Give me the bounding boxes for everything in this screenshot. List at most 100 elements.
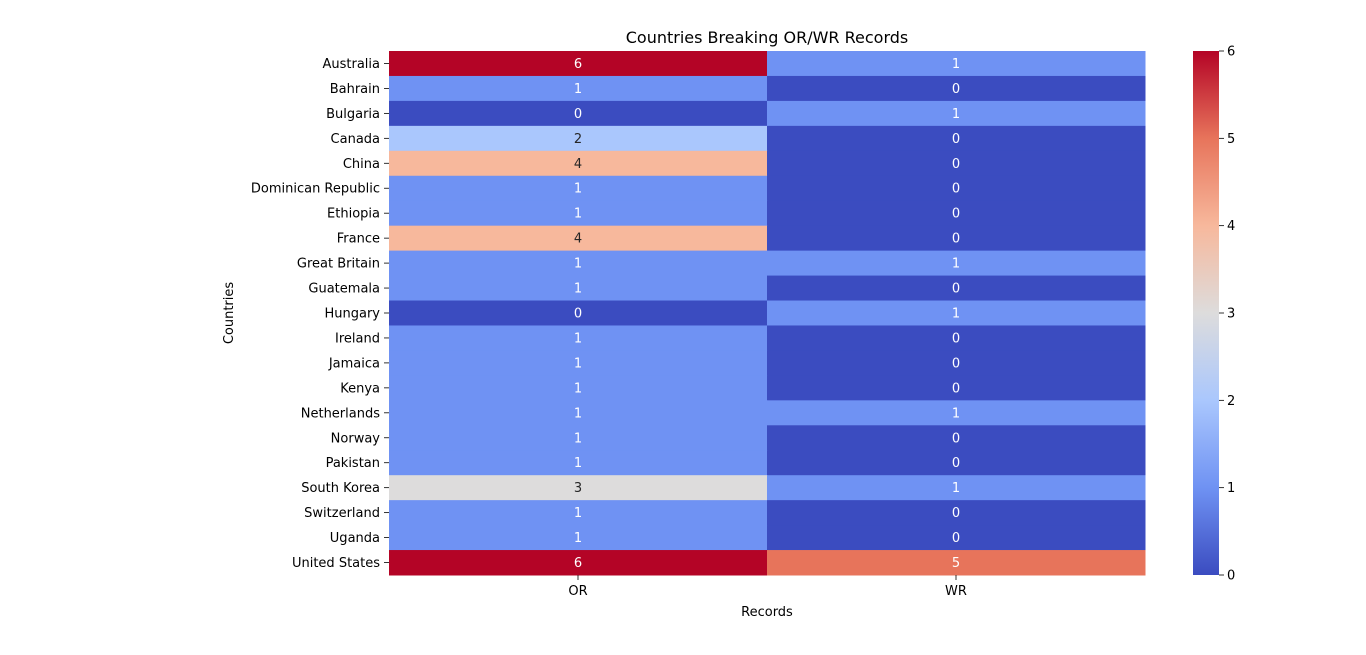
heatmap-cell — [767, 425, 1146, 451]
cell-value-label: 3 — [574, 481, 582, 496]
y-tick-label: United States — [292, 556, 380, 571]
heatmap-cell — [767, 225, 1146, 252]
heatmap-cell — [389, 125, 768, 152]
cell-value-label: 0 — [952, 132, 960, 147]
heatmap-cell — [767, 75, 1146, 102]
heatmap-cell — [767, 325, 1146, 351]
cell-value-label: 1 — [574, 431, 582, 446]
cell-value-label: 1 — [574, 207, 582, 222]
heatmap-cell — [767, 200, 1146, 227]
y-tick-label: Netherlands — [301, 406, 380, 421]
heatmap-cell — [767, 400, 1146, 426]
heatmap-cell — [767, 450, 1146, 476]
y-tick-label: France — [337, 232, 380, 247]
cell-value-label: 1 — [574, 456, 582, 471]
heatmap-cell — [767, 175, 1146, 202]
cell-value-label: 0 — [952, 207, 960, 222]
heatmap-cell — [767, 125, 1146, 152]
heatmap-cell — [389, 250, 768, 277]
heatmap-cell — [389, 550, 768, 576]
cell-value-label: 2 — [574, 132, 582, 147]
cell-value-label: 1 — [574, 356, 582, 371]
cell-value-label: 0 — [952, 431, 960, 446]
y-axis-label: Countries — [222, 282, 237, 345]
heatmap-cell — [767, 100, 1146, 127]
heatmap-cell — [389, 300, 768, 326]
y-tick-label: South Korea — [301, 481, 380, 496]
cell-value-label: 0 — [952, 356, 960, 371]
heatmap-cell — [767, 275, 1146, 302]
heatmap-cell — [389, 500, 768, 526]
heatmap-cell — [389, 150, 768, 177]
y-tick-label: Jamaica — [328, 356, 380, 371]
heatmap-cell — [389, 275, 768, 302]
cell-value-label: 0 — [952, 331, 960, 346]
heatmap-cell — [767, 300, 1146, 326]
colorbar-tick-label: 0 — [1227, 569, 1235, 584]
cell-value-label: 1 — [952, 481, 960, 496]
heatmap-cell — [389, 375, 768, 401]
colorbar-tick-label: 4 — [1227, 219, 1235, 234]
y-tick-label: Bahrain — [330, 82, 380, 97]
cell-value-label: 1 — [574, 182, 582, 197]
cell-value-label: 1 — [574, 381, 582, 396]
heatmap-cell — [389, 325, 768, 351]
colorbar-tick-label: 1 — [1227, 481, 1235, 496]
heatmap-cell — [767, 250, 1146, 277]
heatmap-cell — [389, 175, 768, 202]
heatmap-cell — [389, 425, 768, 451]
cell-value-label: 0 — [952, 157, 960, 172]
heatmap-cell — [389, 350, 768, 376]
cell-value-label: 0 — [952, 182, 960, 197]
y-tick-label: Great Britain — [297, 257, 380, 272]
cell-value-label: 1 — [574, 331, 582, 346]
cell-value-label: 1 — [952, 307, 960, 322]
x-axis-label: Records — [741, 605, 793, 620]
cell-value-label: 1 — [574, 257, 582, 272]
cell-value-label: 1 — [952, 257, 960, 272]
cell-value-label: 1 — [574, 531, 582, 546]
colorbar — [1193, 51, 1219, 575]
y-tick-label: China — [343, 157, 380, 172]
heatmap-cell — [767, 475, 1146, 501]
cell-value-label: 0 — [952, 232, 960, 247]
cell-value-label: 0 — [952, 456, 960, 471]
cell-value-label: 0 — [952, 506, 960, 521]
cell-value-label: 0 — [574, 307, 582, 322]
x-tick-label: OR — [568, 584, 587, 599]
colorbar-tick-label: 3 — [1227, 307, 1235, 322]
y-tick-label: Bulgaria — [326, 107, 380, 122]
heatmap-cell — [767, 150, 1146, 177]
cell-value-label: 0 — [952, 381, 960, 396]
cell-value-label: 4 — [574, 157, 582, 172]
y-tick-label: Uganda — [330, 531, 380, 546]
heatmap-cell — [389, 400, 768, 426]
y-tick-label: Australia — [322, 57, 380, 72]
cell-value-label: 1 — [952, 57, 960, 72]
x-tick-label: WR — [945, 584, 967, 599]
cell-value-label: 6 — [574, 556, 582, 571]
y-tick-label: Hungary — [324, 307, 380, 322]
cell-value-label: 0 — [574, 107, 582, 122]
heatmap-cell — [767, 500, 1146, 526]
y-tick-label: Guatemala — [308, 282, 380, 297]
heatmap-cell — [767, 350, 1146, 376]
y-tick-label: Kenya — [340, 381, 380, 396]
heatmap-cell — [389, 525, 768, 551]
heatmap-cell — [389, 450, 768, 476]
heatmap-cell — [767, 550, 1146, 576]
heatmap-cell — [389, 100, 768, 127]
heatmap-cells: 6 1 1 0 0 1 2 0 4 0 1 0 1 0 4 0 1 1 1 0 0 1 1 0 1 0 1 0 1 1 1 0 1 0 3 1 1 0 1 0… — [389, 51, 1146, 576]
heatmap-cell — [389, 75, 768, 102]
cell-value-label: 0 — [952, 531, 960, 546]
chart-title: Countries Breaking OR/WR Records — [626, 28, 909, 47]
heatmap-cell — [767, 51, 1146, 77]
y-tick-label: Ireland — [335, 331, 380, 346]
y-tick-label: Switzerland — [304, 506, 380, 521]
heatmap-cell — [767, 525, 1146, 551]
y-tick-label: Dominican Republic — [251, 182, 380, 197]
heatmap-cell — [389, 225, 768, 252]
heatmap-cell — [389, 51, 768, 77]
cell-value-label: 1 — [574, 282, 582, 297]
colorbar-tick-label: 6 — [1227, 45, 1235, 60]
